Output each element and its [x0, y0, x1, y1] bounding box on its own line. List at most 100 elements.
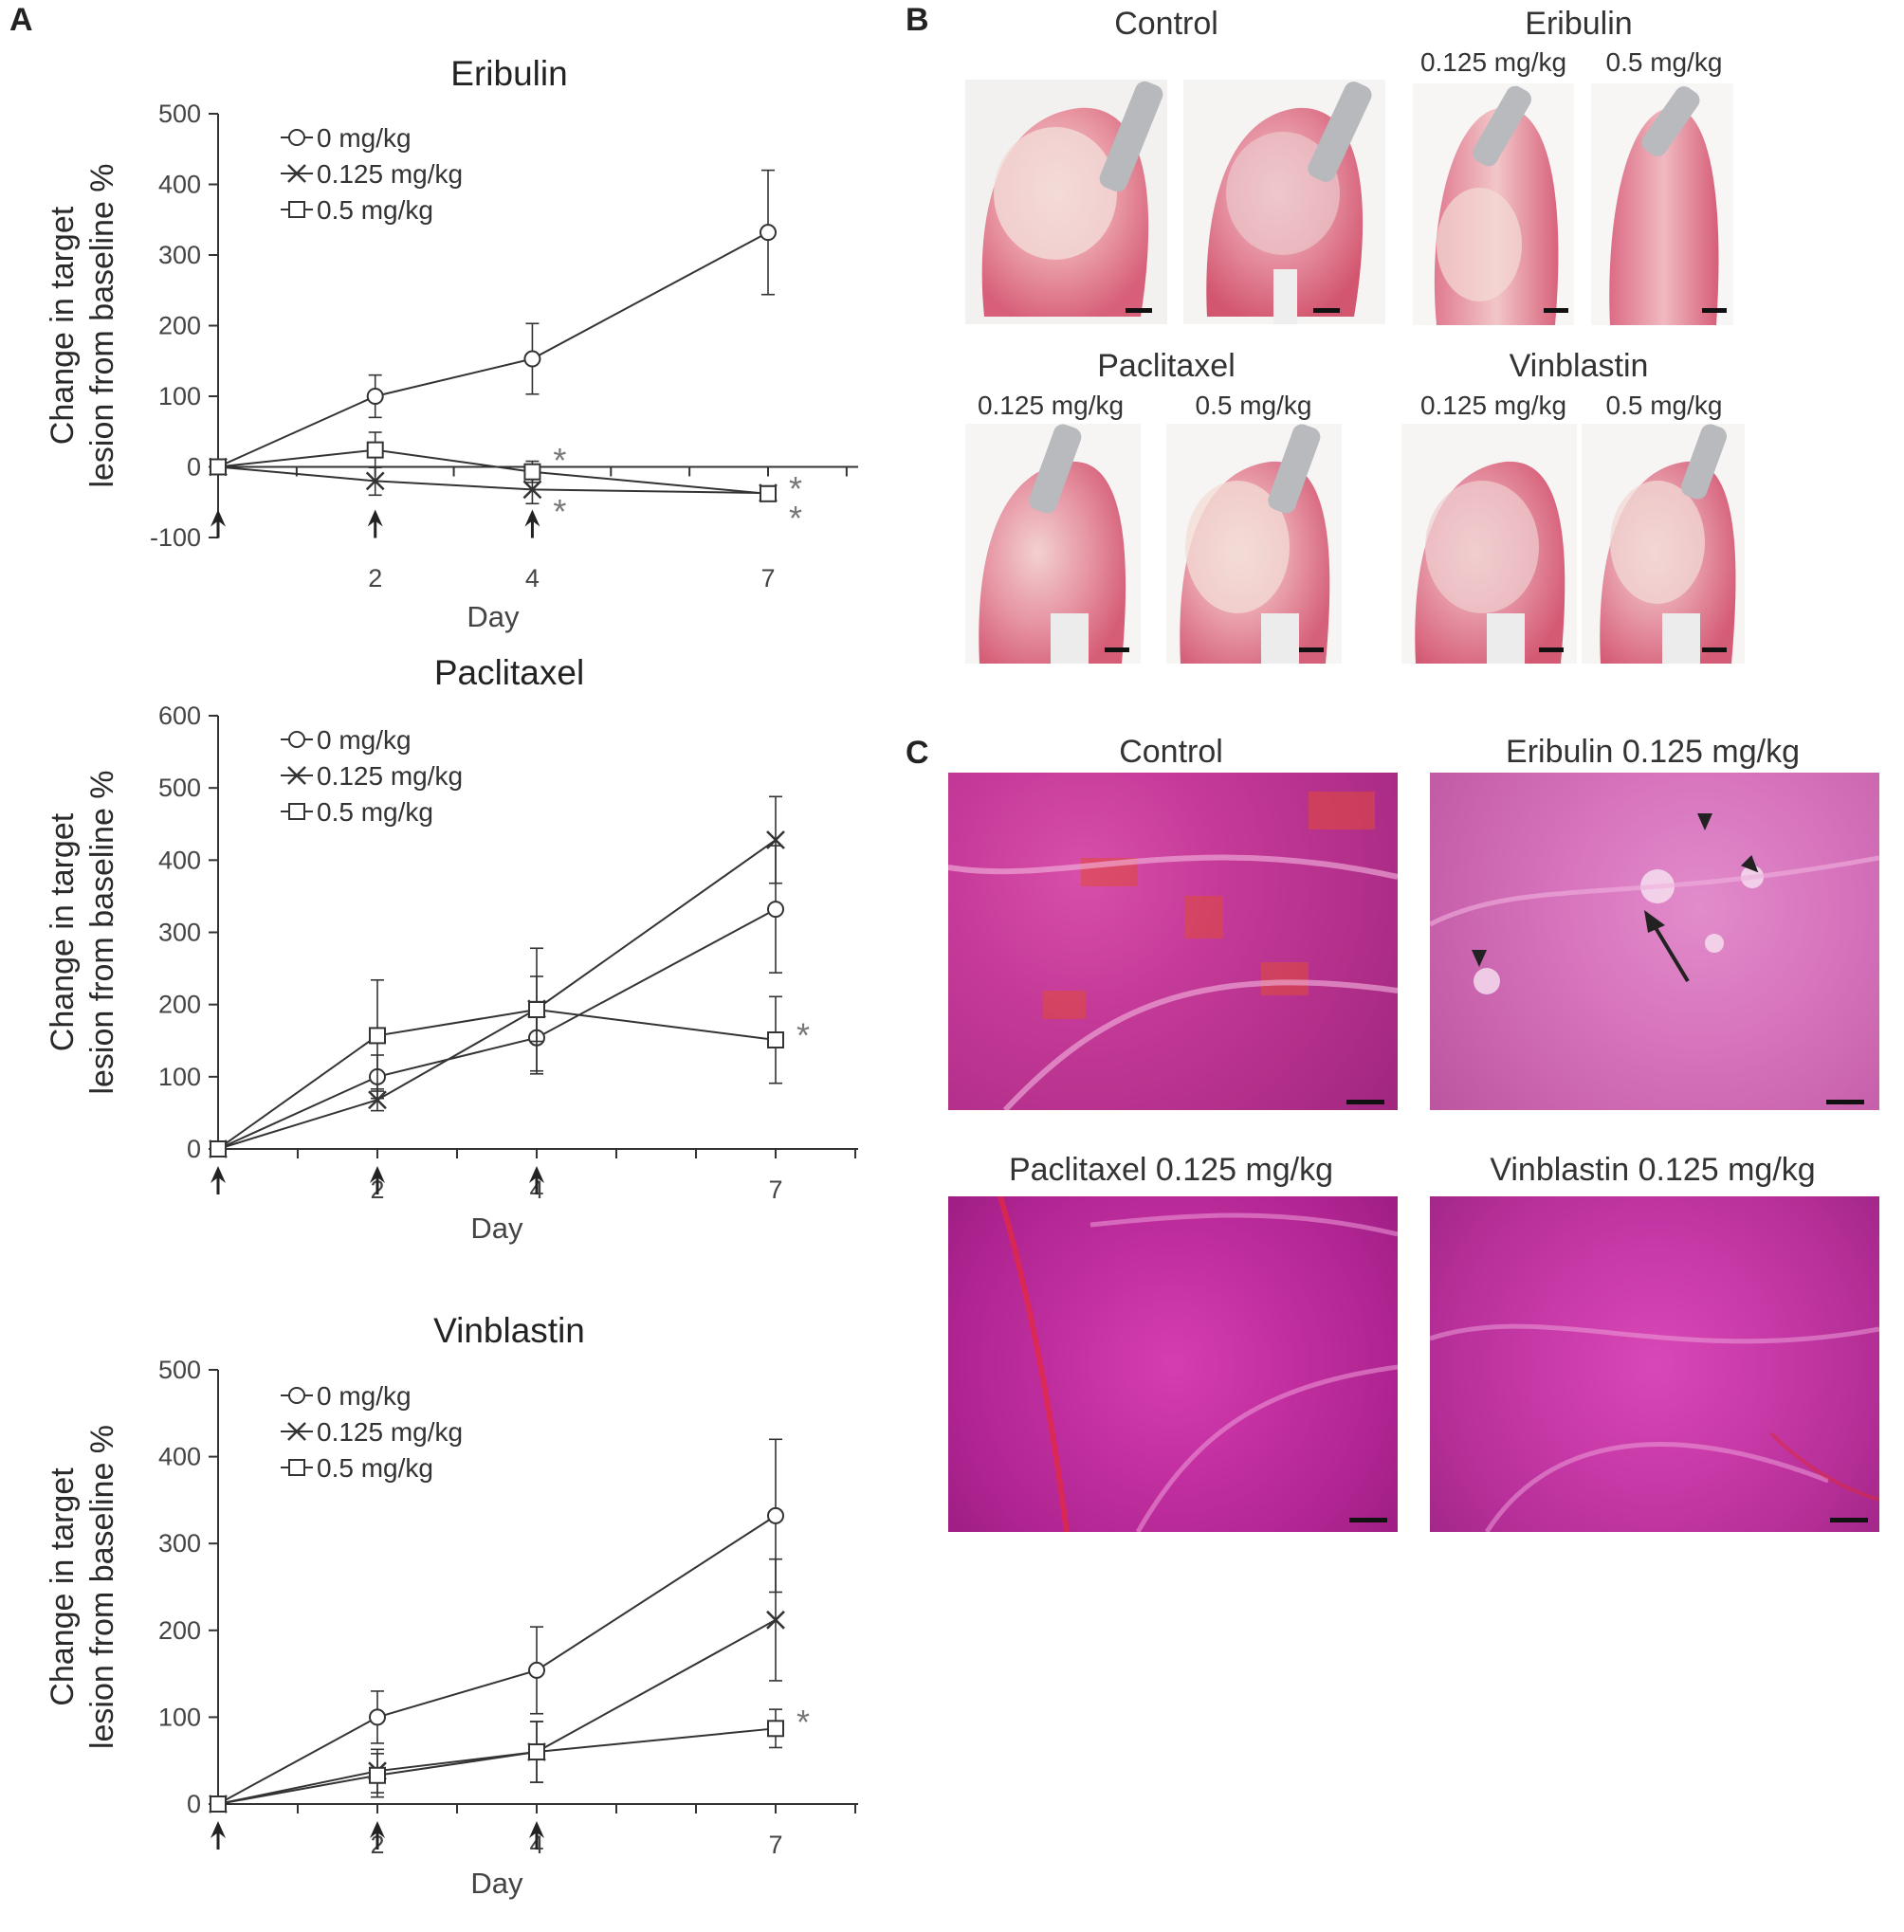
y-axis-label-line2: lesion from baseline %	[84, 163, 120, 487]
y-tick-label: 400	[158, 1443, 201, 1471]
series-line	[217, 1727, 777, 1805]
c-eribulin-title: Eribulin 0.125 mg/kg	[1506, 734, 1800, 770]
legend-marker	[288, 1387, 305, 1404]
chart-3: Vinblastin0100200300400500247DayChange i…	[45, 1311, 858, 1900]
y-tick-label: 500	[158, 1356, 201, 1384]
b-scalebar-3	[1544, 308, 1568, 313]
legend: 0 mg/kg 0.125 mg/kg 0.5 mg/kg	[281, 1381, 463, 1483]
b-paclitaxel-dose1: 0.125 mg/kg	[977, 391, 1125, 420]
series-line	[217, 839, 777, 1150]
panel-label-c: C	[906, 735, 929, 771]
legend-label: 0.5 mg/kg	[317, 1453, 433, 1483]
dosing-arrow-icon	[529, 1166, 544, 1194]
b-scalebar-1	[1126, 308, 1152, 313]
y-tick-label: -100	[150, 523, 201, 552]
data-point	[210, 1795, 227, 1813]
data-point	[366, 441, 384, 459]
data-point	[522, 480, 542, 500]
legend-label: 0.125 mg/kg	[317, 761, 463, 791]
series-circle	[210, 169, 777, 476]
series-x	[209, 1558, 785, 1814]
c-control-title: Control	[1119, 734, 1223, 770]
significance-asterisk: *	[796, 1016, 810, 1055]
y-tick-label: 200	[158, 312, 201, 340]
data-point	[210, 458, 227, 476]
series-square	[210, 431, 777, 502]
x-axis-label: Day	[470, 1212, 523, 1245]
significance-asterisk: *	[796, 1703, 810, 1741]
data-point	[366, 388, 384, 405]
y-tick-label: 0	[187, 453, 201, 482]
c-histology-eribulin	[1430, 773, 1879, 1110]
b-photo-vinblastin-1	[1401, 424, 1577, 664]
legend-label: 0 mg/kg	[317, 123, 412, 153]
legend-label: 0.5 mg/kg	[317, 797, 433, 827]
legend-label: 0 mg/kg	[317, 1381, 412, 1411]
chart-1: Eribulin -100 0 100 200 300 400 500 2 4 7 Day Change…	[45, 54, 858, 633]
series-line	[217, 908, 777, 1150]
y-tick-label: 200	[158, 991, 201, 1019]
dosing-arrow-icon	[370, 1166, 385, 1194]
chart-title: Eribulin	[450, 54, 567, 93]
y-tick-label: 300	[158, 919, 201, 947]
data-point	[528, 1743, 545, 1761]
b-scalebar-5	[1105, 647, 1129, 652]
x-axis-label: Day	[470, 1867, 523, 1900]
y-tick-label: 400	[158, 171, 201, 199]
b-photo-paclitaxel-2	[1166, 424, 1342, 664]
legend-marker	[288, 129, 305, 146]
legend-marker	[288, 1459, 305, 1476]
b-photo-eribulin-2	[1591, 83, 1733, 325]
dosing-arrow-icon	[211, 1166, 226, 1194]
b-scalebar-8	[1702, 647, 1727, 652]
c-arrow-icon	[1644, 910, 1690, 983]
series-line	[217, 1008, 777, 1150]
data-point	[767, 901, 784, 919]
c-arrowhead-3	[1472, 950, 1487, 967]
series-x	[209, 457, 778, 505]
significance-asterisk: *	[789, 469, 802, 508]
y-tick-label: 100	[158, 1063, 201, 1091]
c-scalebar-1	[1346, 1100, 1384, 1104]
b-scalebar-2	[1313, 308, 1340, 313]
c-histology-control	[948, 773, 1398, 1110]
series-square	[210, 947, 784, 1157]
y-tick-label: 500	[158, 100, 201, 128]
y-tick-label: 100	[158, 382, 201, 410]
y-tick-label: 200	[158, 1616, 201, 1645]
data-point	[760, 484, 777, 502]
b-photo-paclitaxel-1	[965, 424, 1141, 664]
dosing-arrow-icon	[211, 1821, 226, 1850]
series-x	[209, 795, 785, 1158]
y-axis-label-line2: lesion from baseline %	[84, 1425, 120, 1749]
series-line	[217, 1515, 777, 1805]
data-point	[369, 1708, 386, 1726]
data-point	[766, 1610, 785, 1630]
chart-title: Paclitaxel	[434, 653, 584, 692]
b-scalebar-4	[1702, 308, 1727, 313]
dosing-arrow-icon	[524, 509, 540, 538]
c-arrowhead-1	[1697, 813, 1712, 830]
data-point	[767, 1506, 784, 1524]
legend: 0 mg/kg 0.125 mg/kg 0.5 mg/kg	[281, 725, 463, 827]
b-scalebar-7	[1539, 647, 1564, 652]
x-tick-label: 2	[368, 564, 382, 592]
chart-title: Vinblastin	[433, 1311, 585, 1350]
data-point	[365, 471, 385, 491]
c-scalebar-3	[1349, 1518, 1387, 1522]
dosing-arrow-icon	[370, 1821, 385, 1850]
legend-marker	[287, 1422, 306, 1441]
b-eribulin-dose2: 0.5 mg/kg	[1605, 47, 1723, 77]
legend-marker	[288, 803, 305, 820]
series-line	[217, 448, 769, 495]
data-point	[767, 1720, 784, 1738]
y-tick-label: 100	[158, 1703, 201, 1731]
data-point	[766, 830, 785, 849]
b-vinblastin-title: Vinblastin	[1509, 348, 1649, 384]
data-point	[523, 463, 541, 481]
y-tick-label: 500	[158, 774, 201, 802]
y-axis-label-line2: lesion from baseline %	[84, 770, 120, 1094]
legend-marker	[288, 731, 305, 748]
data-point	[523, 350, 541, 368]
c-histology-paclitaxel	[948, 1196, 1398, 1532]
